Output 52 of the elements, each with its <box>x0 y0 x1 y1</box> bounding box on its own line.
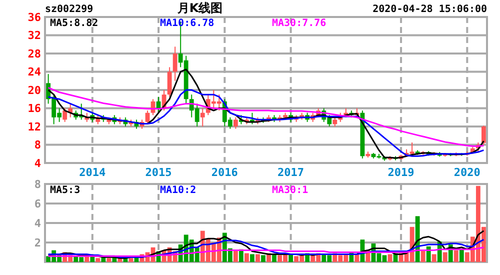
bar <box>250 254 254 262</box>
y-tick-label: 28 <box>28 47 41 60</box>
text: 2020-04-28 15:06:00 <box>372 4 487 15</box>
bar <box>261 255 266 262</box>
y-tick-label: 12 <box>28 120 41 134</box>
bar <box>420 250 426 262</box>
line-series <box>48 246 484 257</box>
bar <box>128 258 134 262</box>
chart-title: 月K线图 <box>176 1 223 15</box>
candlestick <box>481 125 486 146</box>
y-tick-label: 8 <box>34 138 41 152</box>
bar <box>454 250 458 262</box>
x-tick-label: 2017 <box>278 166 304 179</box>
bar <box>96 258 100 262</box>
y-tick-label: 2 <box>34 236 41 250</box>
bar <box>233 250 238 262</box>
y-tick-label: 36 <box>28 10 42 24</box>
candlestick <box>332 116 338 127</box>
y-tick-label: 8 <box>34 178 41 191</box>
candlestick <box>233 116 238 130</box>
y-tick-label: 32 <box>28 29 41 42</box>
x-tick-label: 2016 <box>211 166 238 179</box>
candlestick <box>200 108 205 127</box>
bar <box>244 253 249 262</box>
x-tick-label: 2014 <box>79 166 106 179</box>
y-tick-label: 6 <box>34 197 42 210</box>
text: MA5:8.82 <box>50 18 98 29</box>
bar <box>256 254 260 262</box>
text: MA30:1 <box>272 185 308 196</box>
bar <box>442 252 448 262</box>
y-tick-label: 4 <box>34 156 42 170</box>
bar <box>432 254 436 262</box>
y-tick-label: 4 <box>34 216 42 230</box>
text: MA10:2 <box>160 185 196 196</box>
line-series <box>48 238 484 258</box>
y-tick-label: 16 <box>28 102 42 116</box>
bar <box>459 249 464 262</box>
bar <box>388 254 392 262</box>
text: MA5:3 <box>50 185 80 196</box>
x-tick-label: 2019 <box>388 166 414 179</box>
candlestick <box>167 66 172 98</box>
y-tick-label: 20 <box>28 84 41 97</box>
text: MA30:7.76 <box>272 18 326 29</box>
chart-subtitle: sz002299 <box>45 4 94 15</box>
line-series <box>48 68 484 159</box>
candlestick <box>172 46 178 82</box>
candlestick <box>62 108 68 122</box>
x-tick-label: 2020 <box>454 166 480 179</box>
bar <box>106 258 112 262</box>
bar <box>426 246 431 262</box>
x-tick-label: 2015 <box>145 166 172 179</box>
y-tick-label: 24 <box>28 66 42 79</box>
